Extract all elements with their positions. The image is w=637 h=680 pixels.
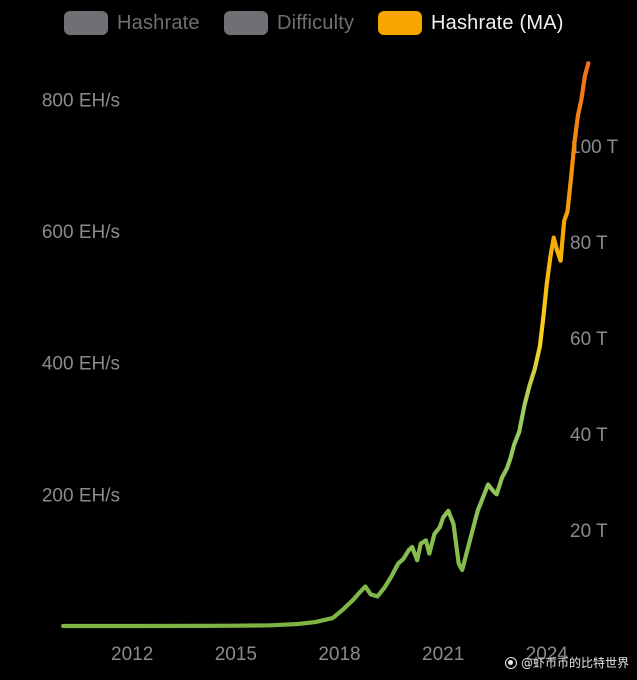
y-axis-left: 200 EH/s 400 EH/s 600 EH/s 800 EH/s <box>42 90 120 506</box>
legend-label-difficulty: Difficulty <box>277 11 355 34</box>
legend-item-hashrate[interactable]: Hashrate <box>64 6 200 40</box>
y-left-tick-label: 400 EH/s <box>42 354 120 375</box>
y-right-tick-label: 40 T <box>570 425 608 446</box>
legend-label-hashrate: Hashrate <box>117 11 200 34</box>
legend-label-hashrate-ma: Hashrate (MA) <box>431 11 564 34</box>
legend-item-difficulty[interactable]: Difficulty <box>224 6 354 40</box>
y-left-tick-label: 200 EH/s <box>42 485 120 506</box>
y-right-tick-label: 100 T <box>570 137 619 158</box>
legend-swatch-hashrate <box>64 11 108 35</box>
y-left-tick-label: 600 EH/s <box>42 222 120 243</box>
watermark-logo-icon <box>504 656 517 669</box>
y-right-tick-label: 20 T <box>570 521 608 542</box>
legend-swatch-difficulty <box>224 11 268 35</box>
watermark: @虾币币的比特世界 <box>504 654 629 671</box>
watermark-text: @虾币币的比特世界 <box>520 656 629 670</box>
x-tick-label: 2012 <box>111 644 153 665</box>
x-tick-label: 2024 <box>526 644 569 665</box>
x-tick-label: 2018 <box>318 644 360 665</box>
x-tick-label: 2015 <box>215 644 257 665</box>
legend-swatch-hashrate-ma <box>378 11 422 35</box>
y-axis-right: 20 T 40 T 60 T 80 T 100 T <box>570 137 619 542</box>
y-left-tick-label: 800 EH/s <box>42 90 120 111</box>
legend: Hashrate Difficulty Hashrate (MA) <box>0 6 637 40</box>
y-right-tick-label: 80 T <box>570 233 608 254</box>
x-tick-label: 2021 <box>422 644 464 665</box>
x-axis: 2012 2015 2018 2021 2024 <box>111 644 568 665</box>
series-line-hashrate-ma <box>61 61 591 629</box>
legend-item-hashrate-ma[interactable]: Hashrate (MA) <box>378 6 564 40</box>
series-layer <box>61 61 591 629</box>
y-right-tick-label: 60 T <box>570 329 608 350</box>
